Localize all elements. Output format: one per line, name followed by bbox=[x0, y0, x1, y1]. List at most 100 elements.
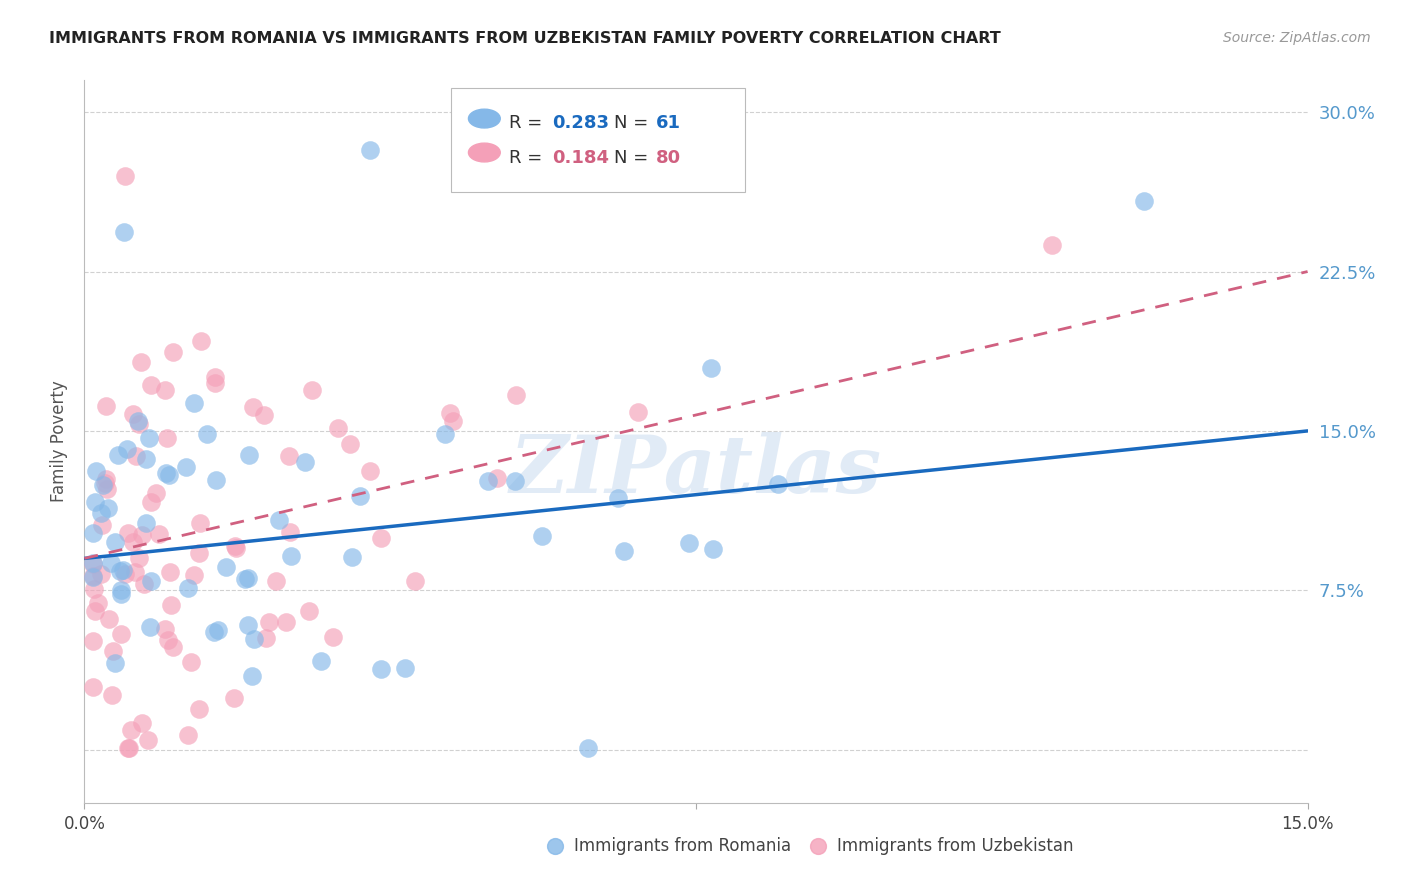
Point bbox=[82, 557, 104, 571]
Point bbox=[243, 632, 266, 646]
Point bbox=[93, 476, 115, 491]
Text: IMMIGRANTS FROM ROMANIA VS IMMIGRANTS FROM UZBEKISTAN FAMILY POVERTY CORRELATION: IMMIGRANTS FROM ROMANIA VS IMMIGRANTS FR… bbox=[49, 31, 1001, 46]
Point bbox=[82, 633, 104, 648]
Point bbox=[434, 427, 457, 442]
Point bbox=[97, 500, 120, 515]
Point bbox=[132, 576, 155, 591]
Point bbox=[162, 640, 184, 655]
Point bbox=[207, 623, 229, 637]
Point bbox=[202, 625, 225, 640]
Point bbox=[503, 474, 526, 488]
Point bbox=[83, 604, 105, 618]
Point bbox=[82, 525, 104, 540]
Point bbox=[215, 560, 238, 574]
Point bbox=[298, 604, 321, 618]
Point bbox=[141, 495, 163, 509]
Point bbox=[104, 656, 127, 670]
Point bbox=[139, 377, 162, 392]
Point bbox=[269, 513, 291, 527]
Point bbox=[115, 442, 138, 456]
Circle shape bbox=[468, 109, 501, 128]
Text: Immigrants from Romania: Immigrants from Romania bbox=[574, 838, 790, 855]
Point bbox=[204, 370, 226, 384]
Point bbox=[86, 464, 108, 478]
Text: 61: 61 bbox=[655, 114, 681, 132]
Y-axis label: Family Poverty: Family Poverty bbox=[51, 381, 69, 502]
Point bbox=[157, 632, 180, 647]
Point bbox=[294, 455, 316, 469]
Point bbox=[224, 539, 246, 553]
Point bbox=[278, 524, 301, 539]
Point bbox=[205, 473, 228, 487]
Point bbox=[153, 622, 176, 636]
Point bbox=[188, 516, 211, 531]
Text: N =: N = bbox=[614, 114, 654, 132]
Point bbox=[627, 404, 650, 418]
Point bbox=[96, 399, 118, 413]
Point bbox=[90, 517, 112, 532]
Point bbox=[100, 556, 122, 570]
Point bbox=[274, 615, 297, 630]
Point bbox=[204, 376, 226, 390]
Point bbox=[180, 655, 202, 669]
Point bbox=[340, 549, 363, 564]
Point bbox=[83, 582, 105, 597]
Point bbox=[112, 563, 135, 577]
Point bbox=[121, 535, 143, 549]
Point bbox=[702, 542, 724, 557]
Point bbox=[235, 572, 257, 586]
Point bbox=[124, 565, 146, 579]
Point bbox=[110, 582, 132, 597]
Point bbox=[145, 486, 167, 500]
Point bbox=[122, 407, 145, 421]
Text: Source: ZipAtlas.com: Source: ZipAtlas.com bbox=[1223, 31, 1371, 45]
Point bbox=[136, 733, 159, 747]
Point bbox=[110, 565, 132, 579]
Point bbox=[606, 491, 628, 506]
Point bbox=[118, 740, 141, 755]
Point bbox=[188, 702, 211, 716]
Point bbox=[477, 474, 499, 488]
Point bbox=[120, 723, 142, 737]
Point bbox=[131, 528, 153, 542]
Point bbox=[96, 482, 118, 496]
Point bbox=[187, 546, 209, 560]
Point bbox=[141, 574, 163, 588]
Point bbox=[394, 660, 416, 674]
Point bbox=[339, 437, 361, 451]
Point bbox=[264, 574, 287, 588]
Point bbox=[177, 581, 200, 595]
Point bbox=[1042, 238, 1064, 252]
Point bbox=[114, 169, 136, 183]
Point bbox=[1133, 194, 1156, 209]
Point bbox=[114, 567, 136, 582]
Point bbox=[82, 557, 104, 571]
Point bbox=[404, 574, 426, 589]
Point bbox=[125, 449, 148, 463]
Text: R =: R = bbox=[509, 114, 548, 132]
Text: 0.283: 0.283 bbox=[551, 114, 609, 132]
Point bbox=[100, 688, 122, 702]
Point bbox=[238, 448, 260, 462]
Point bbox=[138, 620, 160, 634]
Point bbox=[195, 427, 218, 442]
Point bbox=[135, 451, 157, 466]
Point bbox=[322, 630, 344, 644]
Point bbox=[370, 532, 392, 546]
Point bbox=[236, 571, 259, 585]
Point bbox=[443, 414, 465, 428]
Point bbox=[160, 598, 183, 612]
Point bbox=[766, 477, 789, 491]
Point bbox=[328, 421, 350, 435]
Point bbox=[129, 355, 152, 369]
Point bbox=[678, 536, 700, 550]
Point bbox=[359, 464, 381, 478]
Point bbox=[156, 431, 179, 445]
Point bbox=[485, 470, 508, 484]
Point bbox=[97, 612, 120, 626]
Point bbox=[370, 662, 392, 676]
Point bbox=[257, 615, 280, 629]
Point bbox=[277, 449, 299, 463]
Text: 0.184: 0.184 bbox=[551, 149, 609, 167]
Circle shape bbox=[468, 143, 501, 162]
